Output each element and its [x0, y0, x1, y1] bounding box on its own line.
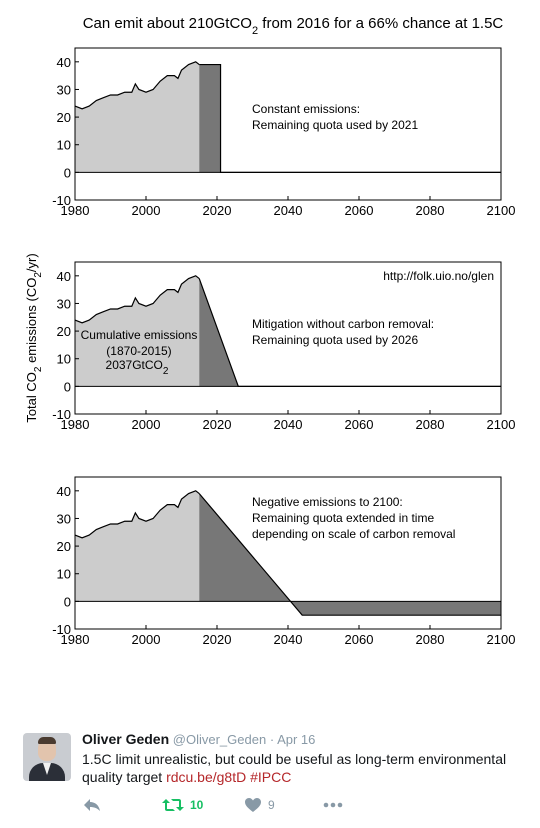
historical-line: [74, 61, 200, 110]
historical-area: [75, 61, 200, 173]
panel-description-line: Remaining quota used by 2021: [252, 118, 418, 132]
historical-line: [74, 275, 200, 324]
y-tick-label: 10: [57, 138, 71, 153]
reply-button[interactable]: [82, 796, 102, 814]
tweet-hashtag[interactable]: #IPCC: [250, 769, 292, 785]
retweet-count: 10: [190, 798, 204, 812]
y-tick-label: 40: [57, 269, 71, 284]
tweet-text: 1.5C limit unrealistic, but could be use…: [82, 750, 522, 786]
scenario-line: [199, 63, 501, 173]
x-tick-label: 2080: [416, 203, 445, 218]
y-tick-label: -10: [52, 407, 71, 422]
reply-icon: [84, 799, 100, 811]
tweet-card: Oliver Geden @Oliver_Geden · Apr 16 1.5C…: [0, 700, 540, 828]
scenario-line: [198, 493, 501, 616]
x-tick-label: 2100: [487, 417, 516, 432]
x-tick-label: 2000: [132, 632, 161, 647]
y-tick-label: 20: [57, 539, 71, 554]
panel-description-line: Negative emissions to 2100:: [252, 495, 403, 509]
panel-mitigation-without-removal: 1980 2000 2020 2040 2060 2080 2100 -10 0 10 20 30 40: [52, 261, 516, 432]
more-icon: [323, 802, 343, 808]
panel-description-line: depending on scale of carbon removal: [252, 527, 455, 541]
y-tick-label: 20: [57, 110, 71, 125]
cumulative-label-line: Cumulative emissions: [81, 328, 198, 342]
like-count: 9: [268, 798, 275, 812]
x-tick-label: 2000: [132, 417, 161, 432]
tweet-date[interactable]: Apr 16: [277, 732, 316, 747]
x-tick-label: 2020: [203, 632, 232, 647]
y-tick-label: 30: [57, 511, 71, 526]
panel-description-line: Constant emissions:: [252, 102, 360, 116]
x-tick-label: 2040: [274, 203, 303, 218]
panel-negative-emissions: 1980 2000 2020 2040 2060 2080 2100 -10 0 10 20 30 40: [52, 476, 516, 647]
cumulative-label-line: (1870-2015): [106, 344, 171, 358]
historical-area: [75, 490, 200, 602]
y-tick-label: 20: [57, 324, 71, 339]
x-tick-label: 2080: [416, 417, 445, 432]
x-tick-label: 2040: [274, 632, 303, 647]
retweet-button[interactable]: 10: [162, 796, 203, 814]
panel-0-description: Constant emissions: Remaining quota used…: [252, 102, 418, 132]
x-tick-label: 2100: [487, 203, 516, 218]
x-tick-label: 2080: [416, 632, 445, 647]
more-button[interactable]: [322, 796, 344, 814]
y-tick-label: 30: [57, 82, 71, 97]
x-tick-label: 2040: [274, 417, 303, 432]
figure-title: Can emit about 210GtCO2 from 2016 for a …: [83, 15, 504, 37]
x-tick-label: 1980: [61, 632, 90, 647]
author-name[interactable]: Oliver Geden: [82, 731, 170, 747]
retweet-icon: [162, 799, 184, 811]
emissions-figure: Can emit about 210GtCO2 from 2016 for a …: [24, 15, 516, 647]
x-tick-label: 2060: [345, 417, 374, 432]
like-button[interactable]: 9: [244, 796, 275, 814]
header-separator: ·: [269, 732, 275, 747]
historical-line: [74, 490, 200, 539]
y-tick-label: 10: [57, 567, 71, 582]
tweet-actions: 10 9: [82, 796, 382, 814]
tweet-body: 1.5C limit unrealistic, but could be use…: [82, 751, 507, 785]
scenario-area: [199, 493, 501, 616]
scenario-line: [198, 278, 501, 387]
y-tick-label: -10: [52, 193, 71, 208]
panel-description-line: Mitigation without carbon removal:: [252, 317, 434, 331]
panel-description-line: Remaining quota extended in time: [252, 511, 434, 525]
avatar[interactable]: [23, 733, 71, 781]
panel-description-line: Remaining quota used by 2026: [252, 333, 418, 347]
tweet-header: Oliver Geden @Oliver_Geden · Apr 16: [82, 731, 315, 747]
x-tick-label: 2020: [203, 203, 232, 218]
historical-area: [75, 275, 200, 387]
x-tick-label: 2060: [345, 632, 374, 647]
panel-constant-emissions: 1980 2000 2020 2040 2060 2080 2100 -10 0 10 20 30 40: [52, 47, 516, 218]
panel-1-description: Mitigation without carbon removal: Remai…: [252, 317, 434, 347]
watermark-url: http://folk.uio.no/glen: [383, 269, 494, 283]
y-tick-label: 40: [57, 55, 71, 70]
y-tick-label: 10: [57, 352, 71, 367]
x-tick-label: 2100: [487, 632, 516, 647]
author-handle[interactable]: @Oliver_Geden: [172, 732, 267, 747]
x-tick-label: 1980: [61, 203, 90, 218]
scenario-area: [199, 278, 501, 387]
x-tick-label: 2060: [345, 203, 374, 218]
y-tick-label: 40: [57, 484, 71, 499]
y-tick-label: 0: [64, 165, 71, 180]
y-tick-label: 0: [64, 594, 71, 609]
y-tick-label: 30: [57, 296, 71, 311]
heart-icon: [245, 798, 261, 812]
y-axis-label: Total CO2 emissions (CO2/yr): [24, 253, 44, 422]
x-tick-label: 1980: [61, 417, 90, 432]
x-tick-label: 2020: [203, 417, 232, 432]
y-tick-label: 0: [64, 379, 71, 394]
tweet-link[interactable]: rdcu.be/g8tD: [166, 769, 247, 785]
panel-2-description: Negative emissions to 2100: Remaining qu…: [252, 495, 455, 541]
x-tick-label: 2000: [132, 203, 161, 218]
y-tick-label: -10: [52, 622, 71, 637]
